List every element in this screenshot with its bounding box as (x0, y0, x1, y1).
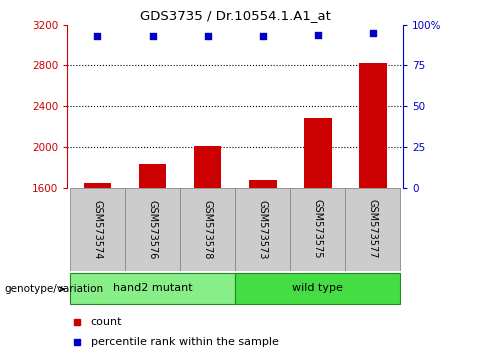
Bar (139, 164, 167, 350)
Point (314, 32, 322, 38)
Bar (304, 118, 332, 350)
Point (94, 33, 101, 39)
Text: count: count (91, 318, 122, 327)
Text: hand2 mutant: hand2 mutant (113, 283, 192, 293)
Text: GSM573578: GSM573578 (203, 200, 213, 259)
Bar (346, 188, 400, 271)
Bar (359, 63, 387, 350)
Text: genotype/variation: genotype/variation (5, 284, 104, 294)
Bar (70, 188, 125, 271)
Bar (249, 181, 276, 350)
Title: GDS3735 / Dr.10554.1.A1_at: GDS3735 / Dr.10554.1.A1_at (140, 9, 331, 22)
Bar (180, 188, 235, 271)
Text: GSM573577: GSM573577 (368, 199, 378, 259)
Bar (290, 188, 346, 271)
Text: percentile rank within the sample: percentile rank within the sample (91, 337, 278, 347)
Point (204, 33, 212, 39)
Text: wild type: wild type (292, 283, 343, 293)
Bar (235, 273, 400, 304)
Text: GSM573574: GSM573574 (93, 200, 103, 259)
Bar (125, 188, 180, 271)
Text: GSM573575: GSM573575 (313, 199, 323, 259)
Text: GSM573576: GSM573576 (147, 200, 157, 259)
Point (369, 30, 377, 36)
Bar (194, 146, 221, 350)
Text: GSM573573: GSM573573 (258, 200, 268, 259)
Bar (84, 183, 111, 350)
Bar (70, 273, 235, 304)
Point (259, 33, 266, 39)
Point (149, 33, 156, 39)
Bar (235, 188, 290, 271)
